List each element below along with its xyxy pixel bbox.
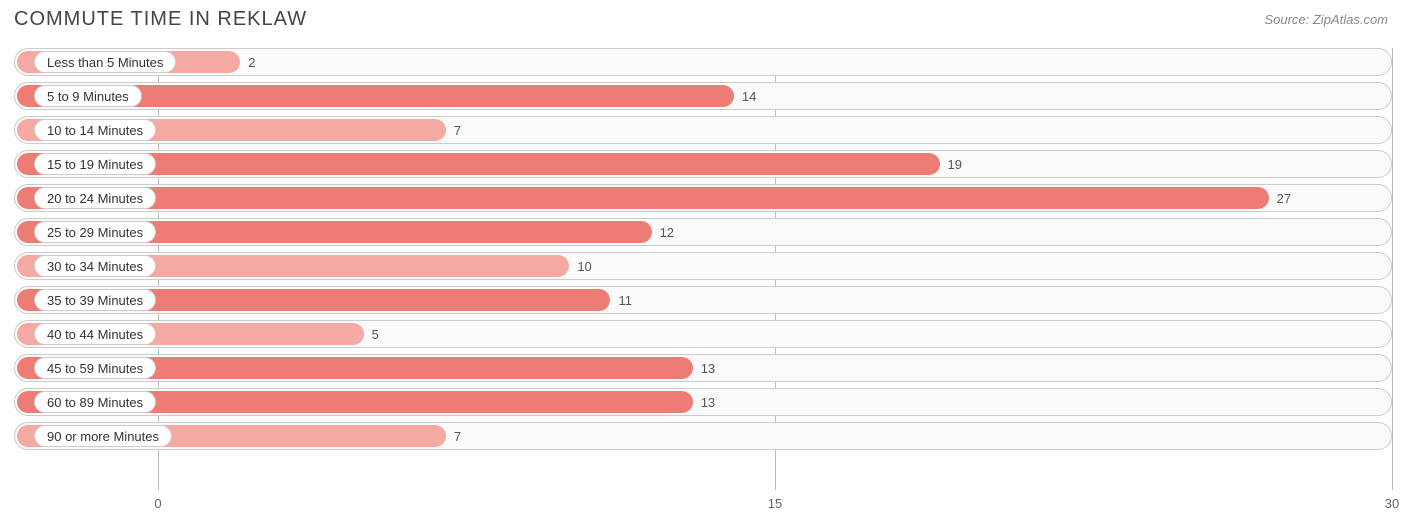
- category-pill: 60 to 89 Minutes: [34, 391, 156, 413]
- value-label: 13: [693, 388, 715, 416]
- bar-row: 5 to 9 Minutes 14: [14, 82, 1392, 110]
- category-pill: 40 to 44 Minutes: [34, 323, 156, 345]
- bar-row: 90 or more Minutes 7: [14, 422, 1392, 450]
- category-pill: 45 to 59 Minutes: [34, 357, 156, 379]
- bar-row: 60 to 89 Minutes 13: [14, 388, 1392, 416]
- bar-row: 15 to 19 Minutes 19: [14, 150, 1392, 178]
- value-label: 2: [240, 48, 255, 76]
- category-pill: 15 to 19 Minutes: [34, 153, 156, 175]
- bar-fill: [17, 187, 1269, 209]
- value-label: 11: [610, 286, 632, 314]
- category-pill: Less than 5 Minutes: [34, 51, 176, 73]
- bar-row: 40 to 44 Minutes 5: [14, 320, 1392, 348]
- bar-row: 25 to 29 Minutes 12: [14, 218, 1392, 246]
- x-axis-tick: 0: [154, 496, 161, 511]
- value-label: 5: [364, 320, 379, 348]
- chart-source: Source: ZipAtlas.com: [1264, 12, 1388, 27]
- category-pill: 30 to 34 Minutes: [34, 255, 156, 277]
- bar-row: 35 to 39 Minutes 11: [14, 286, 1392, 314]
- category-pill: 20 to 24 Minutes: [34, 187, 156, 209]
- chart-plot-area: Less than 5 Minutes 2 5 to 9 Minutes 14 10 t…: [14, 48, 1392, 490]
- x-axis: 01530: [14, 496, 1392, 514]
- value-label: 27: [1269, 184, 1291, 212]
- x-axis-tick: 30: [1385, 496, 1399, 511]
- category-pill: 35 to 39 Minutes: [34, 289, 156, 311]
- category-pill: 5 to 9 Minutes: [34, 85, 142, 107]
- bar-row: 20 to 24 Minutes 27: [14, 184, 1392, 212]
- bar-row: 10 to 14 Minutes 7: [14, 116, 1392, 144]
- value-label: 19: [940, 150, 962, 178]
- bar-row: 45 to 59 Minutes 13: [14, 354, 1392, 382]
- chart-title: COMMUTE TIME IN REKLAW: [14, 8, 307, 31]
- category-pill: 90 or more Minutes: [34, 425, 172, 447]
- chart-container: COMMUTE TIME IN REKLAW Source: ZipAtlas.…: [0, 0, 1406, 524]
- category-pill: 25 to 29 Minutes: [34, 221, 156, 243]
- category-pill: 10 to 14 Minutes: [34, 119, 156, 141]
- value-label: 12: [652, 218, 674, 246]
- bar-row: Less than 5 Minutes 2: [14, 48, 1392, 76]
- x-axis-tick: 15: [768, 496, 782, 511]
- bar-row: 30 to 34 Minutes 10: [14, 252, 1392, 280]
- value-label: 7: [446, 422, 461, 450]
- value-label: 7: [446, 116, 461, 144]
- value-label: 10: [569, 252, 591, 280]
- value-label: 13: [693, 354, 715, 382]
- value-label: 14: [734, 82, 756, 110]
- gridline: [1392, 48, 1393, 490]
